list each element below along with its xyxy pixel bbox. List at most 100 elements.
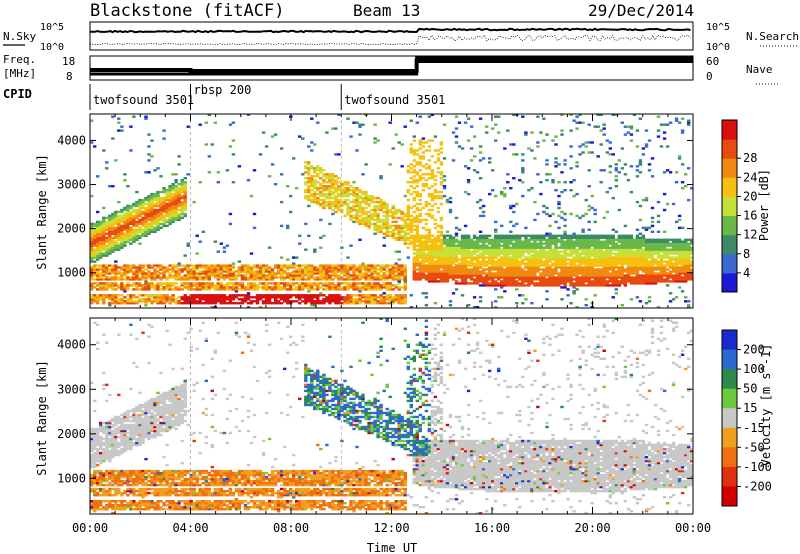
- data-cell: [349, 192, 353, 196]
- data-cell: [328, 278, 332, 281]
- data-cell: [198, 278, 202, 281]
- data-cell: [433, 149, 438, 152]
- data-cell: [373, 284, 377, 287]
- data-cell: [358, 288, 362, 291]
- data-cell: [518, 282, 522, 285]
- data-cell: [150, 294, 154, 297]
- data-cell: [102, 270, 106, 273]
- data-cell: [108, 304, 112, 307]
- data-cell: [331, 274, 335, 277]
- data-cell: [102, 254, 106, 257]
- data-cell: [587, 141, 591, 144]
- data-cell: [295, 256, 299, 259]
- data-cell: [195, 264, 199, 267]
- data-cell: [267, 266, 272, 269]
- data-cell: [340, 194, 344, 198]
- data-cell: [515, 234, 519, 237]
- data-cell: [162, 296, 166, 299]
- data-cell: [328, 190, 332, 194]
- data-cell: [144, 202, 148, 206]
- data-cell: [358, 123, 362, 126]
- data-cell: [328, 286, 332, 289]
- data-cell: [117, 244, 121, 247]
- data-cell: [313, 304, 317, 307]
- data-cell: [225, 276, 230, 279]
- data-cell: [334, 300, 338, 303]
- data-cell: [231, 139, 236, 142]
- data-cell: [334, 296, 338, 299]
- data-cell: [96, 296, 100, 299]
- data-cell: [466, 167, 471, 170]
- data-cell: [337, 198, 341, 202]
- data-cell: [433, 183, 438, 186]
- data-cell: [210, 143, 214, 146]
- data-cell: [129, 232, 133, 235]
- data-cell: [252, 274, 257, 277]
- data-cell: [445, 238, 450, 241]
- data-cell: [307, 173, 311, 176]
- data-cell: [370, 272, 374, 275]
- data-cell: [237, 165, 242, 168]
- data-cell: [171, 196, 175, 200]
- data-cell: [439, 224, 444, 228]
- data-cell: [533, 218, 537, 222]
- data-cell: [319, 190, 323, 194]
- data-cell: [123, 234, 127, 237]
- data-cell: [307, 234, 311, 237]
- data-cell: [165, 214, 169, 218]
- data-cell: [90, 284, 94, 287]
- data-cell: [258, 278, 263, 281]
- data-cell: [183, 206, 187, 210]
- data-cell: [90, 294, 94, 297]
- data-cell: [213, 270, 217, 273]
- data-cell: [255, 288, 260, 291]
- data-cell: [165, 266, 169, 269]
- data-cell: [186, 278, 190, 281]
- data-cell: [198, 298, 202, 301]
- data-cell: [370, 282, 374, 285]
- data-cell: [370, 214, 374, 218]
- data-cell: [117, 248, 121, 251]
- data-cell: [602, 133, 606, 136]
- data-cell: [231, 153, 236, 156]
- data-cell: [96, 268, 100, 271]
- data-cell: [222, 302, 227, 305]
- data-cell: [286, 296, 290, 299]
- data-cell: [346, 266, 350, 269]
- data-cell: [144, 232, 148, 235]
- data-cell: [391, 264, 395, 267]
- data-cell: [135, 302, 139, 305]
- data-cell: [343, 272, 347, 275]
- data-cell: [114, 264, 118, 267]
- data-cell: [590, 234, 594, 237]
- data-cell: [138, 264, 142, 267]
- data-cell: [99, 296, 103, 299]
- data-cell: [382, 202, 386, 206]
- data-cell: [436, 206, 441, 210]
- data-cell: [346, 284, 350, 287]
- data-cell: [478, 177, 483, 180]
- data-cell: [183, 214, 187, 218]
- data-cell: [325, 272, 329, 275]
- data-cell: [343, 282, 347, 285]
- data-cell: [111, 218, 115, 222]
- data-cell: [337, 276, 341, 279]
- data-cell: [93, 272, 97, 275]
- data-cell: [201, 272, 205, 275]
- data-cell: [117, 294, 121, 297]
- data-cell: [114, 240, 118, 243]
- data-cell: [150, 208, 154, 212]
- data-cell: [346, 264, 350, 267]
- data-cell: [168, 282, 172, 285]
- data-cell: [364, 163, 368, 166]
- data-cell: [96, 244, 100, 247]
- data-cell: [563, 240, 567, 243]
- data-cell: [120, 210, 124, 214]
- data-cell: [319, 278, 323, 281]
- data-cell: [313, 171, 317, 174]
- data-cell: [304, 300, 308, 303]
- data-cell: [264, 288, 269, 291]
- data-cell: [379, 230, 383, 233]
- data-cell: [361, 208, 365, 212]
